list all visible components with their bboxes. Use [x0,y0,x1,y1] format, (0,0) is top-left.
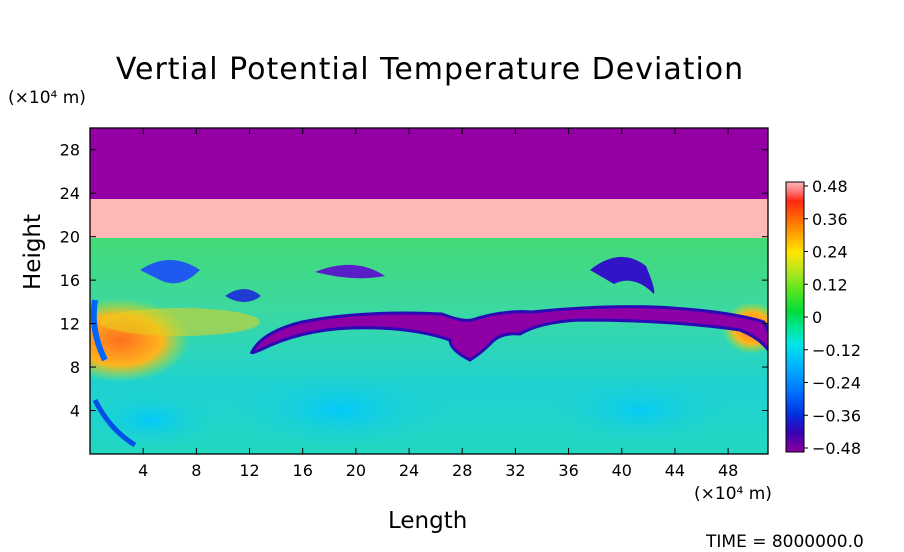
blue-swirl [90,299,108,362]
x-tick-label: 20 [346,461,366,480]
cyan-eddy [90,390,220,450]
top-purple-layer [90,128,768,199]
x-axis-unit: (×10⁴ m) [694,484,772,504]
colorbar-tick-label: 0.12 [812,275,848,294]
blue-swirl [140,260,200,284]
chart-title: Vertial Potential Temperature Deviation [115,52,745,87]
y-tick-label: 24 [60,184,80,203]
colorbar [785,181,805,453]
blue-swirl [315,264,385,279]
cyan-eddy [230,370,450,450]
colorbar-tick-label: 0.36 [812,210,848,229]
colorbar-tick-label: −0.12 [812,341,861,360]
pink-layer [90,198,768,238]
y-tick-label: 16 [60,271,80,290]
x-tick-label: 36 [558,461,578,480]
blue-swirl [225,289,261,302]
plot-frame [89,127,769,455]
colorbar-tick-label: 0.24 [812,243,848,262]
y-ticks: 4 8 12 16 20 24 28 [60,141,768,421]
x-tick-label: 8 [191,461,201,480]
cyan-eddy [550,375,730,445]
y-tick-label: 8 [70,358,80,377]
x-tick-label: 48 [718,461,738,480]
x-tick-label: 24 [399,461,419,480]
x-tick-label: 40 [612,461,632,480]
y-tick-label: 4 [70,402,80,421]
x-tick-label: 32 [505,461,525,480]
x-tick-label: 28 [452,461,472,480]
heatmap-field [90,128,768,454]
y-tick-label: 12 [60,315,80,334]
y-tick-label: 20 [60,228,80,247]
x-tick-label: 44 [665,461,685,480]
x-tick-label: 4 [138,461,148,480]
x-axis-label: Length [388,508,468,534]
blue-swirl [92,398,137,448]
colorbar-ticks: 0.48 0.36 0.24 0.12 0 −0.12 −0.24 −0.36 −0.48 [804,177,861,458]
blue-swirl [590,256,655,294]
x-ticks: 4 8 12 16 20 24 28 32 36 40 44 48 [138,128,738,480]
colorbar-tick-label: −0.48 [812,439,861,458]
colorbar-tick-label: −0.24 [812,374,861,393]
y-axis-unit: (×10⁴ m) [8,88,86,108]
yellow-band [100,308,260,336]
colorbar-tick-label: 0 [812,308,822,327]
cold-front-sheet [250,305,768,362]
x-tick-label: 12 [239,461,259,480]
x-tick-label: 16 [293,461,313,480]
colorbar-tick-label: 0.48 [812,177,848,196]
colorbar-tick-label: −0.36 [812,406,861,425]
y-tick-label: 28 [60,141,80,160]
